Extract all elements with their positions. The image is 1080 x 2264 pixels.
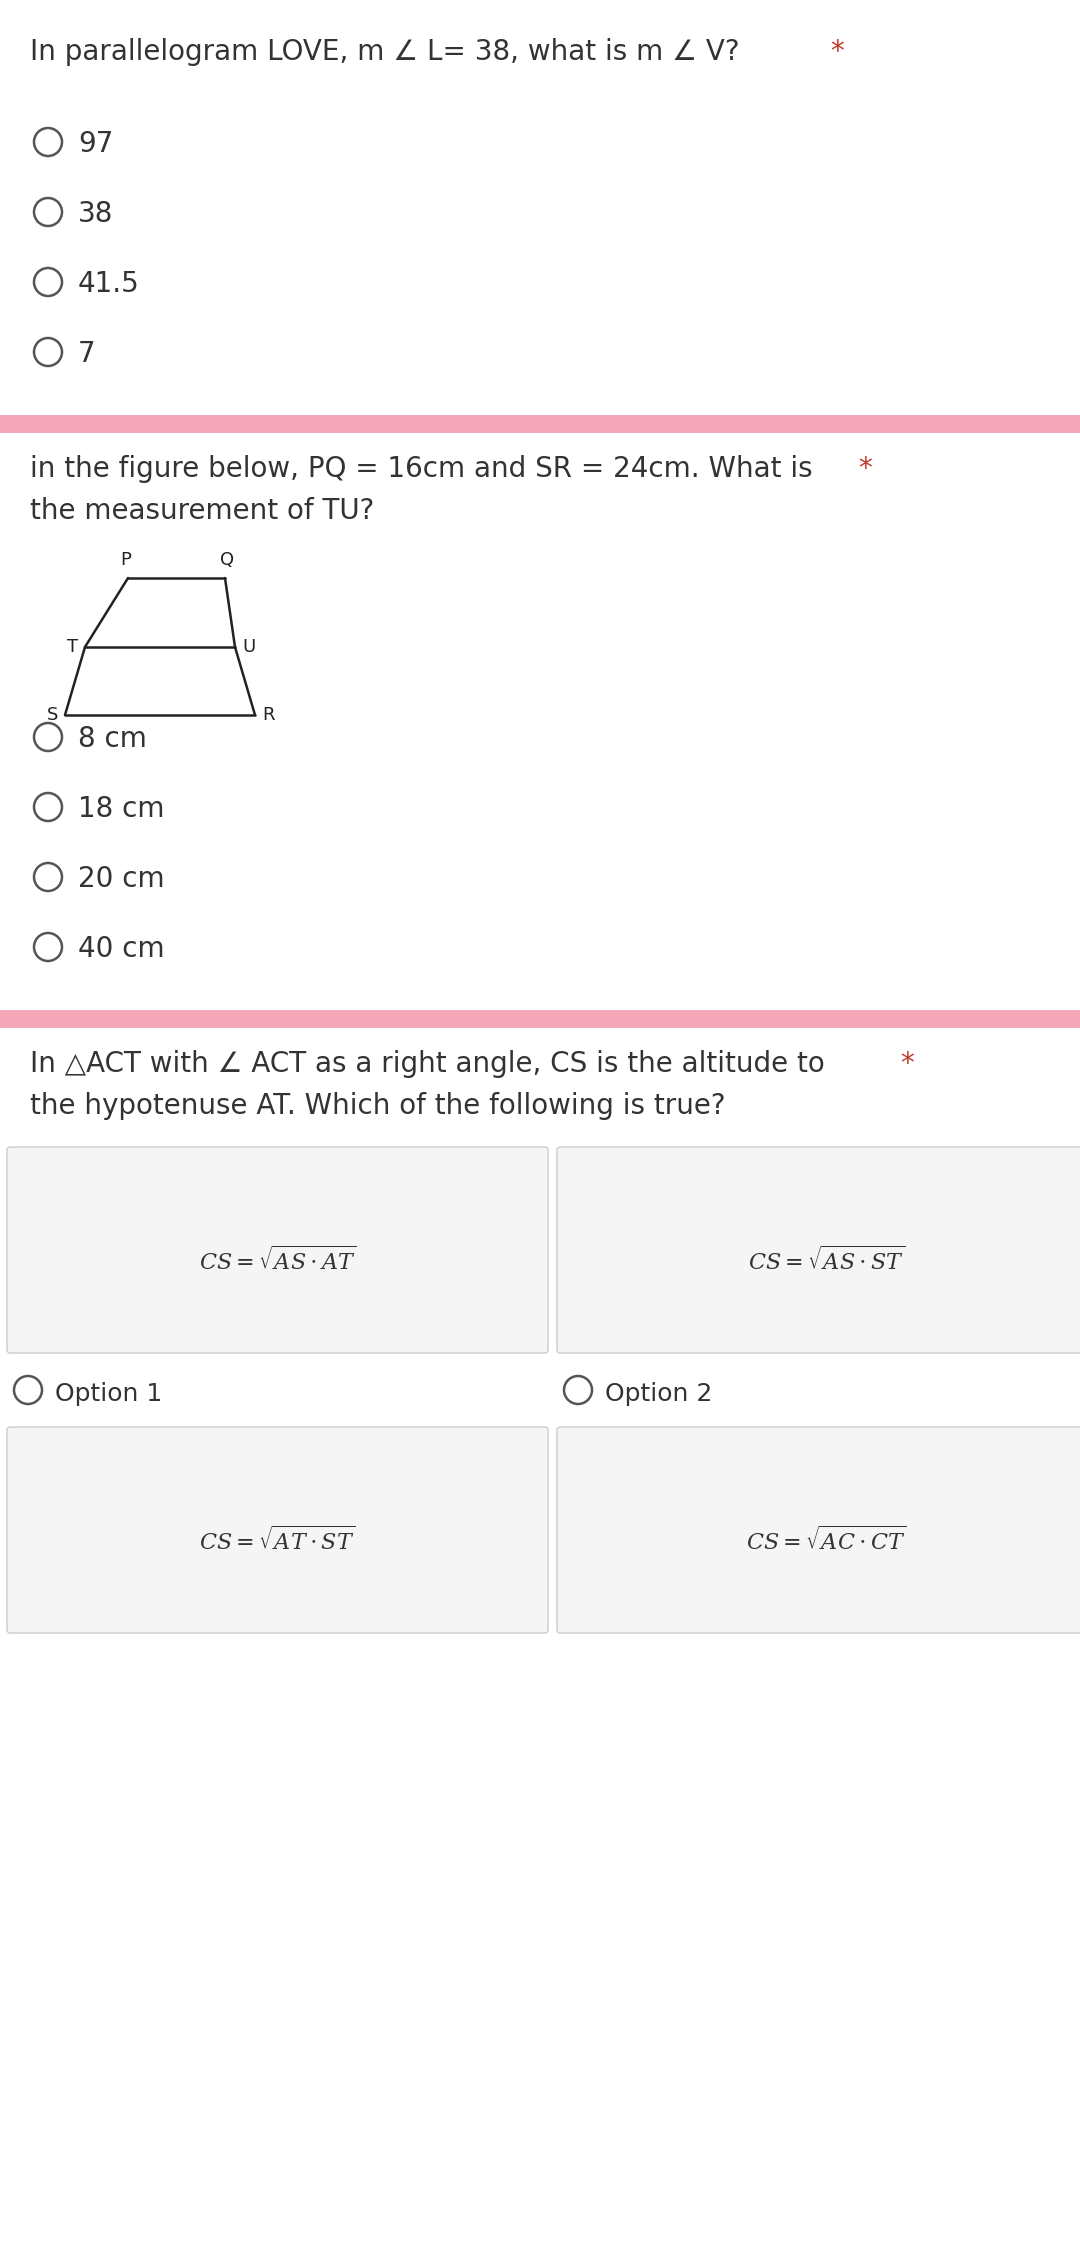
Text: *: * [900,1050,914,1078]
Text: 41.5: 41.5 [78,269,139,299]
FancyBboxPatch shape [557,1148,1080,1354]
FancyBboxPatch shape [6,1148,548,1354]
Text: the measurement of TU?: the measurement of TU? [30,498,375,525]
Text: $CS = \sqrt{AS \cdot AT}$: $CS = \sqrt{AS \cdot AT}$ [199,1245,356,1275]
Text: 40 cm: 40 cm [78,935,164,962]
Text: $CS = \sqrt{AC \cdot CT}$: $CS = \sqrt{AC \cdot CT}$ [746,1526,907,1553]
FancyBboxPatch shape [557,1426,1080,1632]
FancyBboxPatch shape [6,1426,548,1632]
Text: Option 2: Option 2 [605,1381,713,1406]
Text: 18 cm: 18 cm [78,795,164,824]
Bar [0,1010,1080,1028]
Text: R: R [262,706,274,724]
Text: 20 cm: 20 cm [78,865,164,892]
Text: 8 cm: 8 cm [78,724,147,754]
Bar [0,414,1080,432]
Text: Q: Q [220,550,234,568]
Text: P: P [121,550,132,568]
Text: $CS = \sqrt{AS \cdot ST}$: $CS = \sqrt{AS \cdot ST}$ [748,1245,905,1275]
Text: $CS = \sqrt{AT \cdot ST}$: $CS = \sqrt{AT \cdot ST}$ [199,1526,356,1553]
Text: T: T [67,638,78,657]
Text: In parallelogram LOVE, m ∠ L= 38, what is m ∠ V?: In parallelogram LOVE, m ∠ L= 38, what i… [30,38,740,66]
Text: *: * [831,38,843,66]
Text: 97: 97 [78,129,113,158]
Text: U: U [242,638,255,657]
Text: S: S [46,706,58,724]
Text: 7: 7 [78,340,96,369]
Text: the hypotenuse AT. Which of the following is true?: the hypotenuse AT. Which of the followin… [30,1091,726,1121]
Text: in the figure below, PQ = 16cm and SR = 24cm. What is: in the figure below, PQ = 16cm and SR = … [30,455,812,482]
Text: *: * [858,455,872,482]
Text: Option 1: Option 1 [55,1381,162,1406]
Text: 38: 38 [78,199,113,229]
Text: In △ACT with ∠ ACT as a right angle, CS is the altitude to: In △ACT with ∠ ACT as a right angle, CS … [30,1050,825,1078]
